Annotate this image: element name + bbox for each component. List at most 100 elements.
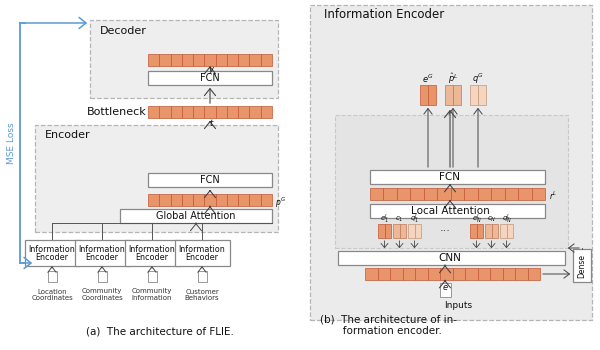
Bar xyxy=(437,188,451,200)
Text: $q^G$: $q^G$ xyxy=(472,72,484,86)
Bar xyxy=(505,188,518,200)
Bar xyxy=(383,188,397,200)
Bar xyxy=(120,209,272,223)
Text: Customer
Behaviors: Customer Behaviors xyxy=(185,288,220,301)
Text: CNN: CNN xyxy=(439,253,461,263)
Text: ···: ··· xyxy=(440,226,451,236)
Text: Dense: Dense xyxy=(577,253,587,278)
Text: $\hat{p}^L$: $\hat{p}^L$ xyxy=(448,72,458,86)
Text: Encoder: Encoder xyxy=(185,253,218,262)
Bar xyxy=(370,204,545,218)
Text: $c_N$: $c_N$ xyxy=(487,215,496,224)
Bar xyxy=(440,268,452,280)
Bar xyxy=(250,106,261,118)
Bar xyxy=(518,188,532,200)
Bar xyxy=(227,106,238,118)
Bar xyxy=(428,85,436,105)
Bar xyxy=(215,54,227,66)
Bar xyxy=(415,268,427,280)
Bar xyxy=(370,170,545,184)
Bar xyxy=(415,224,421,238)
Text: $e^G$: $e^G$ xyxy=(422,73,434,85)
Bar xyxy=(227,194,238,206)
Bar xyxy=(515,268,527,280)
Bar xyxy=(470,85,478,105)
Bar xyxy=(408,224,415,238)
Bar xyxy=(485,224,491,238)
Text: Bottleneck: Bottleneck xyxy=(87,107,147,117)
Bar xyxy=(227,54,238,66)
Bar xyxy=(478,188,491,200)
Bar xyxy=(451,188,464,200)
Bar xyxy=(197,271,206,282)
Text: Local Attention: Local Attention xyxy=(410,206,490,216)
Bar xyxy=(573,249,591,282)
Bar xyxy=(74,240,130,266)
Bar xyxy=(182,194,193,206)
Bar xyxy=(193,54,205,66)
Bar xyxy=(365,268,377,280)
Bar xyxy=(464,188,478,200)
Bar xyxy=(338,251,565,265)
Text: Information: Information xyxy=(179,245,226,254)
Bar xyxy=(47,271,56,282)
Bar xyxy=(490,268,503,280)
Text: $c_1$: $c_1$ xyxy=(395,215,404,224)
Bar xyxy=(182,106,193,118)
Bar xyxy=(393,224,400,238)
Bar xyxy=(427,268,440,280)
Text: $p^G$: $p^G$ xyxy=(275,196,286,210)
Bar xyxy=(335,115,568,248)
Bar xyxy=(378,224,385,238)
Bar xyxy=(385,224,391,238)
Bar xyxy=(470,224,476,238)
Bar xyxy=(90,20,278,98)
Bar xyxy=(215,106,227,118)
Text: FCN: FCN xyxy=(200,73,220,83)
Text: Location
Coordinates: Location Coordinates xyxy=(31,288,73,301)
Text: FCN: FCN xyxy=(439,172,461,182)
Text: Information: Information xyxy=(29,245,76,254)
Bar xyxy=(527,268,540,280)
Text: $r^L$: $r^L$ xyxy=(549,190,557,202)
Bar xyxy=(125,240,179,266)
Bar xyxy=(25,240,79,266)
Bar xyxy=(148,173,272,187)
Bar xyxy=(182,54,193,66)
Bar xyxy=(205,54,215,66)
Bar xyxy=(397,188,410,200)
Bar xyxy=(148,194,159,206)
Bar xyxy=(238,194,250,206)
Text: MSE Loss: MSE Loss xyxy=(7,122,17,164)
Bar xyxy=(250,194,261,206)
Text: (b)  The architecture of in-
       formation encoder.: (b) The architecture of in- formation en… xyxy=(320,314,457,336)
Bar xyxy=(148,54,159,66)
Bar xyxy=(250,54,261,66)
Text: $e$: $e$ xyxy=(442,282,448,292)
Text: $e_N^L$: $e_N^L$ xyxy=(472,212,481,226)
Bar xyxy=(159,106,170,118)
Bar xyxy=(170,106,182,118)
Bar xyxy=(205,106,215,118)
Text: Information Encoder: Information Encoder xyxy=(324,8,444,21)
Text: Decoder: Decoder xyxy=(100,26,147,36)
Bar xyxy=(390,268,403,280)
Bar xyxy=(403,268,415,280)
Bar xyxy=(445,85,453,105)
Bar xyxy=(453,85,461,105)
Bar xyxy=(310,5,592,320)
Bar xyxy=(491,188,505,200)
Text: $t$: $t$ xyxy=(209,118,215,128)
Bar xyxy=(238,54,250,66)
Text: $q_1^L$: $q_1^L$ xyxy=(410,212,419,226)
Text: FCN: FCN xyxy=(200,175,220,185)
Bar xyxy=(503,268,515,280)
Text: Encoder: Encoder xyxy=(45,130,91,140)
Text: Inputs: Inputs xyxy=(444,301,472,309)
Bar xyxy=(410,188,424,200)
Text: Community
Information: Community Information xyxy=(132,288,172,301)
Text: Information: Information xyxy=(128,245,175,254)
Bar xyxy=(491,224,498,238)
Text: Community
Coordinates: Community Coordinates xyxy=(81,288,123,301)
Bar xyxy=(424,188,437,200)
